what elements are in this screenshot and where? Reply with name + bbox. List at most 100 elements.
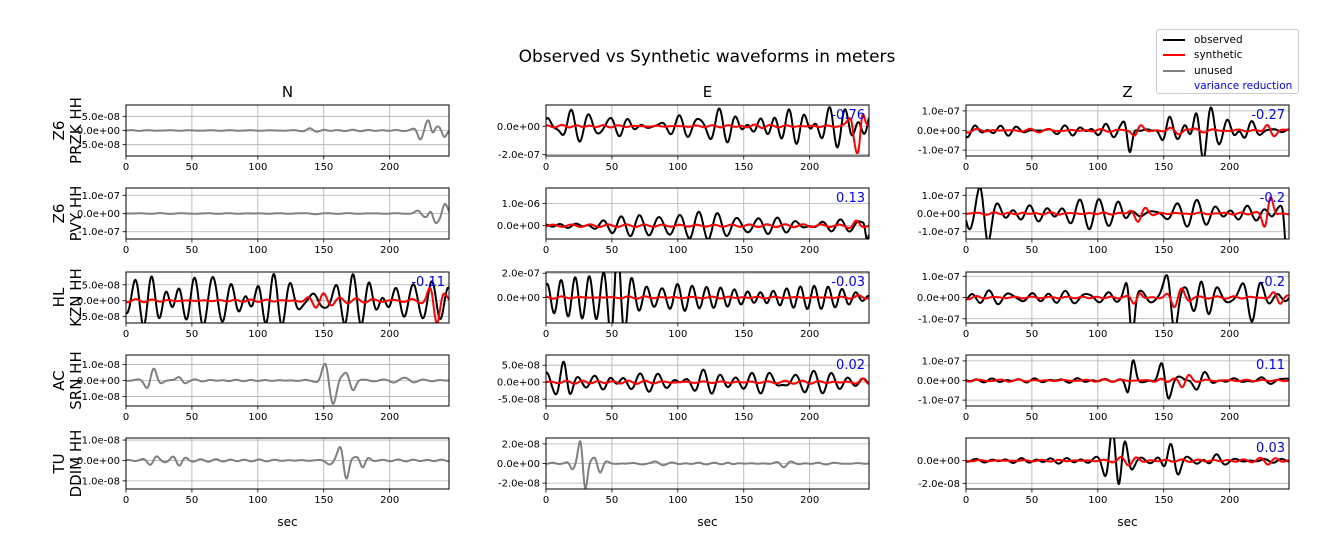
station-label-3: AC SRN HH bbox=[50, 351, 85, 410]
panel-kzn-n: 0 50 100 150 200 5.0e-08 0.0e+00 -5.0e-08 -0.11 bbox=[77, 271, 450, 340]
y-tick-label: 1.0e-07 bbox=[922, 106, 960, 117]
panel-frame bbox=[125, 437, 450, 490]
x-tick-label: 50 bbox=[606, 329, 619, 340]
x-tick-label: 50 bbox=[1026, 245, 1039, 256]
x-tick-label: 0 bbox=[123, 329, 129, 340]
station-name: SRN HH bbox=[67, 351, 85, 410]
synthetic-trace bbox=[546, 219, 869, 230]
x-tick-label: 0 bbox=[963, 495, 969, 506]
y-tick-label: 1.0e-07 bbox=[922, 356, 960, 367]
y-tick-label: -2.0e-07 bbox=[498, 150, 540, 161]
x-tick-label: 0 bbox=[963, 412, 969, 423]
panel-traces bbox=[546, 360, 869, 396]
observed-trace bbox=[966, 188, 1287, 239]
panel-frame bbox=[125, 104, 450, 157]
panel-frame bbox=[545, 437, 870, 490]
x-tick-label: 50 bbox=[606, 495, 619, 506]
x-tick-label: 200 bbox=[1220, 412, 1239, 423]
unused-trace bbox=[126, 202, 449, 224]
x-tick-label: 100 bbox=[248, 412, 267, 423]
y-tick-label: 0.0e+00 bbox=[497, 221, 540, 232]
panel-frame bbox=[125, 271, 450, 324]
panel-srn-e: 0 50 100 150 200 5.0e-08 0.0e+00 -5.0e-08 0.02 bbox=[497, 354, 870, 423]
panel-kzn-e: 0 50 100 150 200 2.0e-07 0.0e+00 -0.03 bbox=[497, 269, 870, 340]
x-tick-label: 100 bbox=[668, 245, 687, 256]
legend-synthetic-label: synthetic bbox=[1194, 49, 1243, 61]
y-tick-label: 0.0e+00 bbox=[77, 376, 120, 387]
panel-frame bbox=[965, 271, 1290, 324]
y-tick-label: 0.0e+00 bbox=[917, 376, 960, 387]
y-tick-label: -5.0e-08 bbox=[78, 312, 120, 323]
x-tick-label: 150 bbox=[1154, 245, 1173, 256]
x-tick-label: 50 bbox=[606, 162, 619, 173]
x-tick-label: 100 bbox=[1088, 412, 1107, 423]
y-tick-label: 1.0e-06 bbox=[502, 199, 540, 210]
x-tick-label: 200 bbox=[800, 162, 819, 173]
panel-traces bbox=[966, 188, 1289, 239]
x-tick-label: 150 bbox=[314, 329, 333, 340]
y-tick-label: 0.0e+00 bbox=[77, 296, 120, 307]
panel-pvy-z: 0 50 100 150 200 1.0e-07 0.0e+00 -1.0e-07 -0.2 bbox=[917, 187, 1290, 256]
panel-ddim-n: 0 50 100 150 200 1.0e-08 0.0e+00 -1.0e-08 bbox=[77, 436, 450, 506]
x-tick-label: 200 bbox=[380, 162, 399, 173]
x-tick-label: 0 bbox=[963, 245, 969, 256]
y-tick-label: 5.0e-08 bbox=[82, 280, 120, 291]
panel-przk-n: 0 50 100 150 200 5.0e-08 0.0e+00 -5.0e-08 bbox=[77, 104, 450, 173]
unused-trace bbox=[546, 440, 869, 489]
variance-reduction-label: -0.03 bbox=[831, 275, 865, 290]
x-tick-label: 150 bbox=[314, 245, 333, 256]
panel-traces bbox=[126, 272, 449, 323]
x-tick-label: 0 bbox=[123, 245, 129, 256]
panel-traces bbox=[546, 272, 869, 323]
panel-traces bbox=[966, 438, 1289, 486]
variance-reduction-label: 0.02 bbox=[836, 358, 865, 373]
x-tick-label: 200 bbox=[1220, 495, 1239, 506]
unused-trace bbox=[126, 362, 449, 405]
observed-trace bbox=[966, 438, 1289, 486]
station-label-1: Z6 PVY HH bbox=[50, 186, 85, 242]
panel-traces bbox=[966, 274, 1289, 323]
station-name: DDIM HH bbox=[67, 430, 85, 498]
variance-reduction-label: -0.11 bbox=[411, 275, 445, 290]
observed-trace bbox=[966, 274, 1289, 323]
variance-reduction-label: -0.76 bbox=[831, 108, 865, 123]
panel-srn-n: 0 50 100 150 200 1.0e-08 0.0e+00 -1.0e-08 bbox=[77, 354, 450, 423]
panel-frame bbox=[125, 187, 450, 240]
variance-reduction-label: -0.27 bbox=[1251, 108, 1285, 123]
x-tick-label: 150 bbox=[734, 162, 753, 173]
x-tick-label: 50 bbox=[606, 245, 619, 256]
x-tick-label: 150 bbox=[734, 329, 753, 340]
panel-frame bbox=[965, 187, 1290, 240]
panel-frame bbox=[965, 354, 1290, 407]
panel-frame bbox=[545, 104, 870, 157]
y-tick-label: 0.0e+00 bbox=[917, 456, 960, 467]
y-tick-label: -1.0e-08 bbox=[78, 476, 120, 487]
synthetic-trace bbox=[966, 124, 1289, 138]
x-tick-label: 200 bbox=[380, 245, 399, 256]
panel-ddim-z: 0 50 100 150 200 0.0e+00 -2.0e-08 0.03 bbox=[917, 437, 1290, 506]
panel-traces bbox=[546, 106, 869, 155]
y-tick-label: 1.0e-08 bbox=[82, 360, 120, 371]
x-tick-label: 150 bbox=[734, 245, 753, 256]
station-network: Z6 bbox=[50, 121, 68, 141]
x-tick-label: 50 bbox=[186, 495, 199, 506]
legend-vr-label: variance reduction bbox=[1194, 80, 1293, 92]
y-tick-label: 1.0e-07 bbox=[82, 191, 120, 202]
x-tick-label: 100 bbox=[1088, 162, 1107, 173]
y-tick-label: -1.0e-07 bbox=[78, 227, 120, 238]
panel-frame bbox=[545, 187, 870, 240]
variance-reduction-label: 0.03 bbox=[1256, 441, 1285, 456]
x-tick-label: 0 bbox=[543, 329, 549, 340]
observed-swatch bbox=[1163, 39, 1185, 41]
synthetic-trace bbox=[966, 287, 1289, 309]
y-tick-label: 2.0e-08 bbox=[502, 439, 540, 450]
panel-frame bbox=[965, 437, 1290, 490]
x-tick-label: 150 bbox=[314, 412, 333, 423]
y-tick-label: 0.0e+00 bbox=[497, 122, 540, 133]
station-name: KZN HH bbox=[67, 268, 85, 327]
observed-trace bbox=[546, 360, 869, 396]
x-tick-label: 200 bbox=[800, 329, 819, 340]
y-tick-label: 0.0e+00 bbox=[497, 378, 540, 389]
observed-trace bbox=[966, 106, 1289, 156]
